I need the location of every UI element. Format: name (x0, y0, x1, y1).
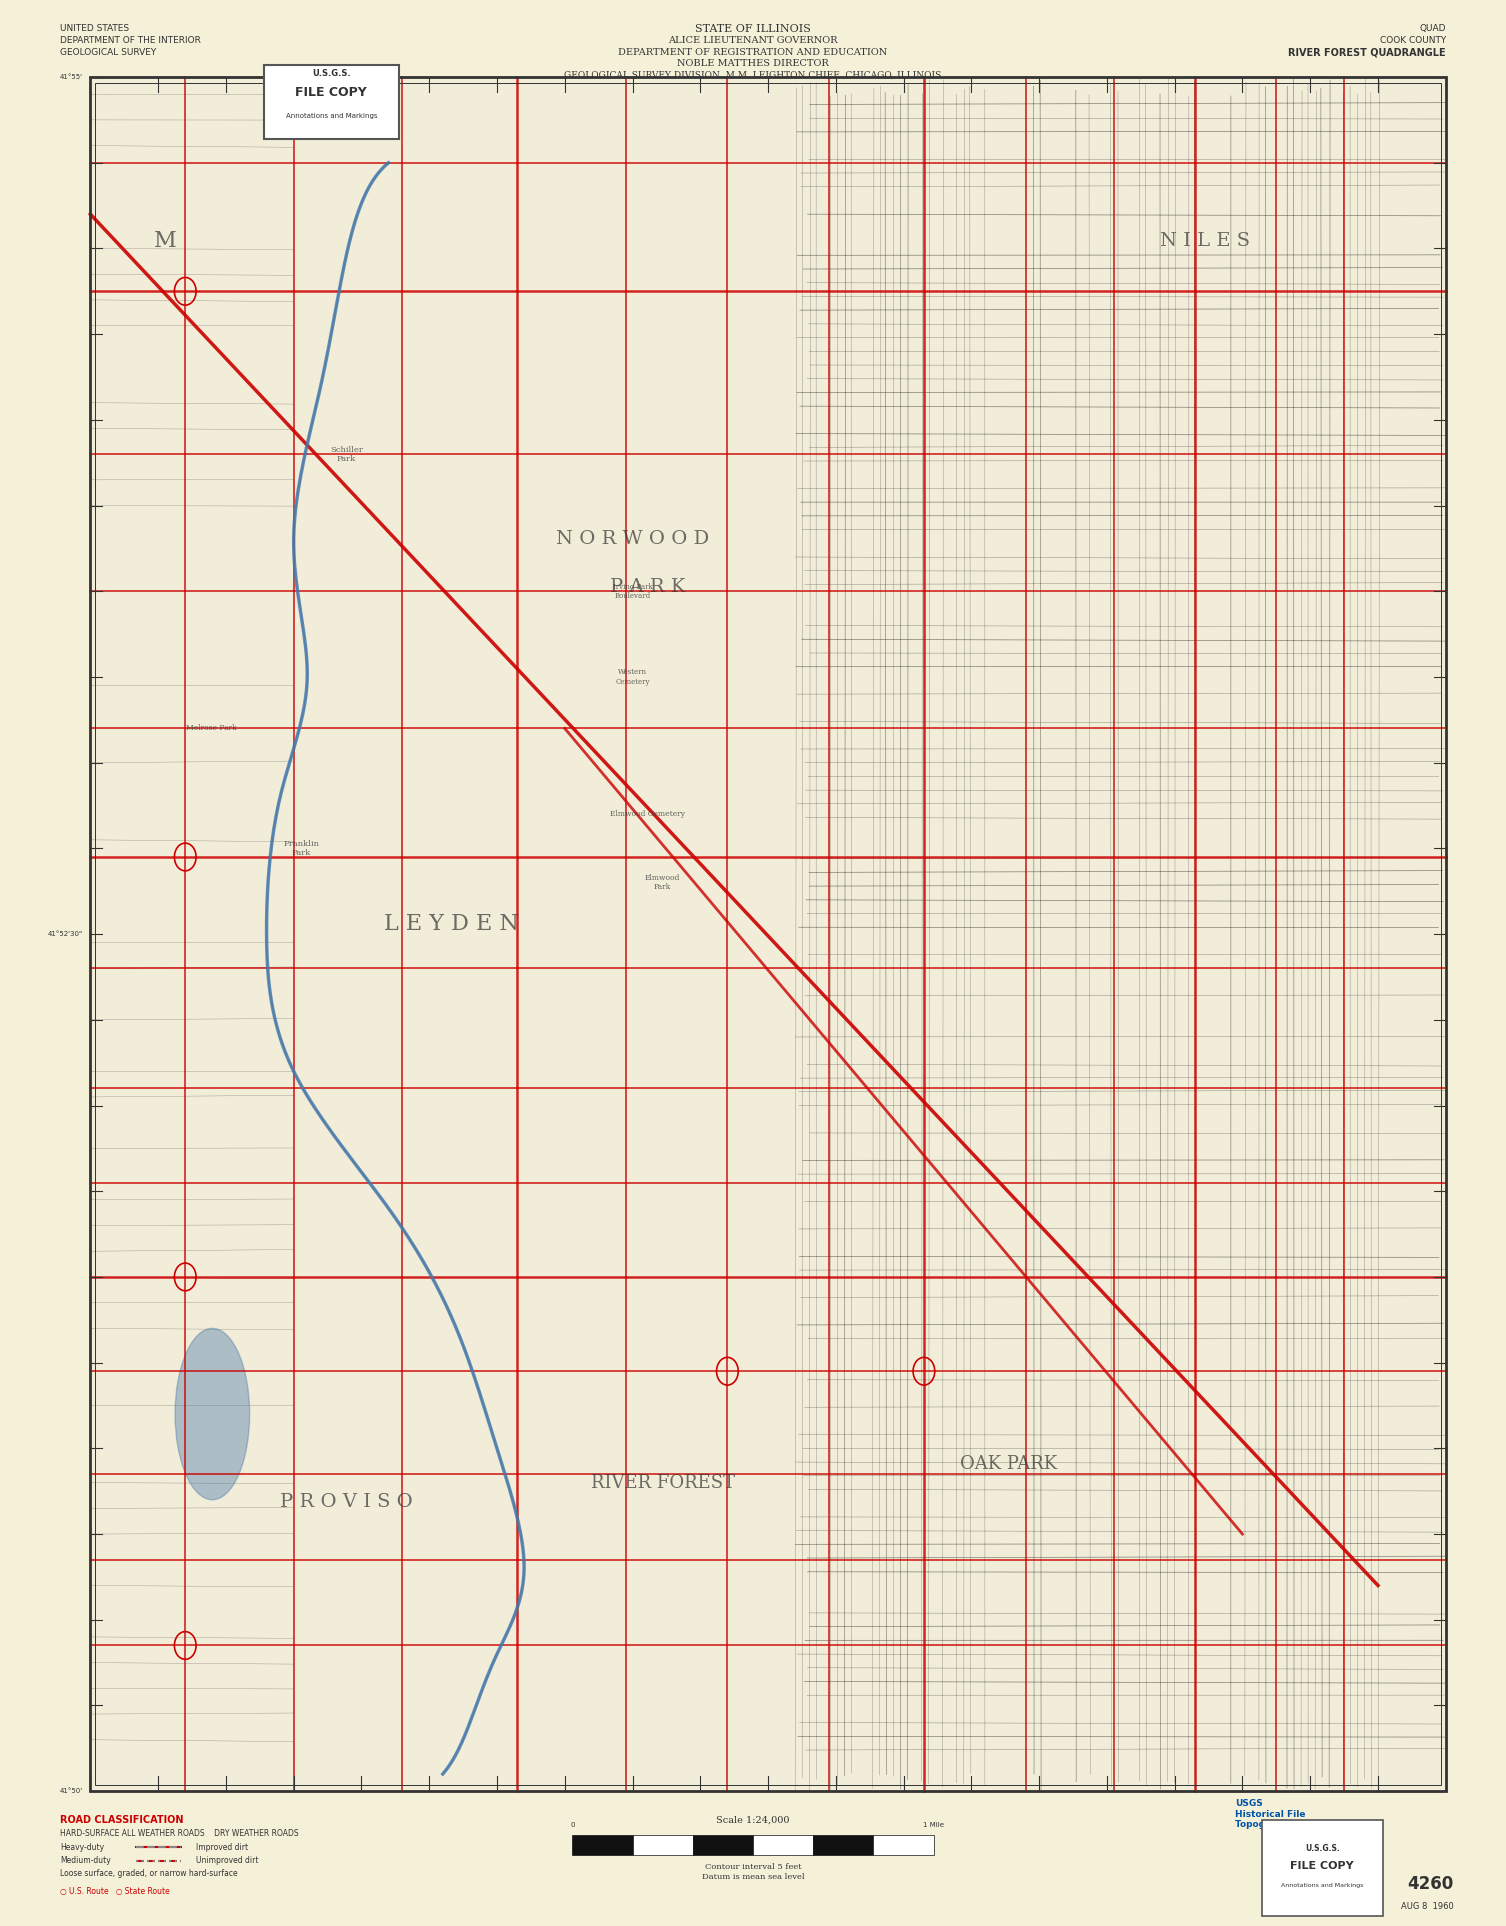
Text: COOK COUNTY: COOK COUNTY (1379, 37, 1446, 44)
Bar (753, 1835, 813, 1855)
Text: FILE COPY: FILE COPY (295, 87, 367, 98)
Text: Western
Cemetery: Western Cemetery (616, 668, 649, 686)
Text: N O R W O O D: N O R W O O D (556, 530, 709, 549)
Text: HARD-SURFACE ALL WEATHER ROADS    DRY WEATHER ROADS: HARD-SURFACE ALL WEATHER ROADS DRY WEATH… (60, 1830, 298, 1837)
Text: GEOLOGICAL SURVEY DIVISION  M.M. LEIGHTON CHIEF  CHICAGO, ILLINOIS: GEOLOGICAL SURVEY DIVISION M.M. LEIGHTON… (565, 71, 941, 79)
Text: GEOLOGICAL SURVEY: GEOLOGICAL SURVEY (60, 48, 157, 56)
Text: Annotations and Markings: Annotations and Markings (1282, 1884, 1363, 1887)
Text: 41°55': 41°55' (60, 73, 83, 81)
Text: U.S.G.S.: U.S.G.S. (312, 69, 351, 77)
Text: Elmwood Cemetery: Elmwood Cemetery (610, 811, 685, 819)
Text: M: M (154, 229, 178, 252)
Text: DEPARTMENT OF REGISTRATION AND EDUCATION: DEPARTMENT OF REGISTRATION AND EDUCATION (619, 48, 887, 56)
Text: 41°50': 41°50' (60, 1787, 83, 1795)
Text: Unimproved dirt: Unimproved dirt (196, 1857, 259, 1864)
Bar (873, 1835, 934, 1855)
Text: USGS
Historical File
Topographic Division: USGS Historical File Topographic Divisio… (1235, 1799, 1340, 1830)
Text: NOBLE MATTHES DIRECTOR: NOBLE MATTHES DIRECTOR (678, 60, 828, 67)
Text: Elmwood
Park: Elmwood Park (645, 874, 681, 892)
Text: ROAD CLASSIFICATION: ROAD CLASSIFICATION (60, 1814, 184, 1826)
Text: 1 Mile: 1 Mile (923, 1822, 944, 1828)
Text: QUAD: QUAD (1419, 25, 1446, 33)
Text: ○ U.S. Route   ○ State Route: ○ U.S. Route ○ State Route (60, 1887, 170, 1895)
Bar (1262, 1820, 1383, 1916)
Bar (90, 77, 1446, 1791)
Bar (572, 1835, 633, 1855)
Text: 0: 0 (571, 1822, 574, 1828)
Text: 41°52'30": 41°52'30" (48, 930, 83, 938)
Bar (264, 65, 399, 139)
Text: Medium-duty: Medium-duty (60, 1857, 111, 1864)
Bar (90, 77, 1446, 1791)
Text: P R O V I S O: P R O V I S O (280, 1493, 413, 1512)
Bar (693, 1835, 753, 1855)
Text: L E Y D E N: L E Y D E N (384, 913, 520, 936)
Text: Loose surface, graded, or narrow hard-surface: Loose surface, graded, or narrow hard-su… (60, 1870, 238, 1878)
Text: U.S.G.S.: U.S.G.S. (1304, 1845, 1340, 1853)
Text: 4260: 4260 (1407, 1874, 1453, 1893)
Text: FILE COPY: FILE COPY (1291, 1861, 1354, 1872)
Text: Heavy-duty: Heavy-duty (60, 1843, 104, 1851)
Text: Irving Park
Boulevard: Irving Park Boulevard (613, 584, 652, 599)
Text: Schiller
Park: Schiller Park (330, 445, 363, 462)
Text: P A R K: P A R K (610, 578, 685, 597)
Text: DEPARTMENT OF THE INTERIOR: DEPARTMENT OF THE INTERIOR (60, 37, 202, 44)
Text: Contour interval 5 feet
Datum is mean sea level: Contour interval 5 feet Datum is mean se… (702, 1864, 804, 1880)
Text: Franklin
Park: Franklin Park (283, 840, 319, 857)
Text: ALICE LIEUTENANT GOVERNOR: ALICE LIEUTENANT GOVERNOR (669, 37, 837, 44)
Text: OAK PARK: OAK PARK (961, 1454, 1057, 1473)
Text: Annotations and Markings: Annotations and Markings (286, 112, 376, 119)
Text: STATE OF ILLINOIS: STATE OF ILLINOIS (696, 23, 810, 35)
Text: Improved dirt: Improved dirt (196, 1843, 248, 1851)
Text: AUG 8  1960: AUG 8 1960 (1401, 1903, 1453, 1911)
Text: Scale 1:24,000: Scale 1:24,000 (717, 1816, 789, 1824)
Text: UNITED STATES: UNITED STATES (60, 25, 130, 33)
Text: Melrose Park: Melrose Park (185, 724, 236, 732)
Bar (813, 1835, 873, 1855)
Bar (633, 1835, 693, 1855)
Text: N I L E S: N I L E S (1160, 231, 1250, 250)
Bar (95, 83, 1441, 1785)
Ellipse shape (175, 1329, 250, 1500)
Text: RIVER FOREST QUADRANGLE: RIVER FOREST QUADRANGLE (1288, 46, 1446, 58)
Text: RIVER FOREST: RIVER FOREST (590, 1473, 735, 1493)
